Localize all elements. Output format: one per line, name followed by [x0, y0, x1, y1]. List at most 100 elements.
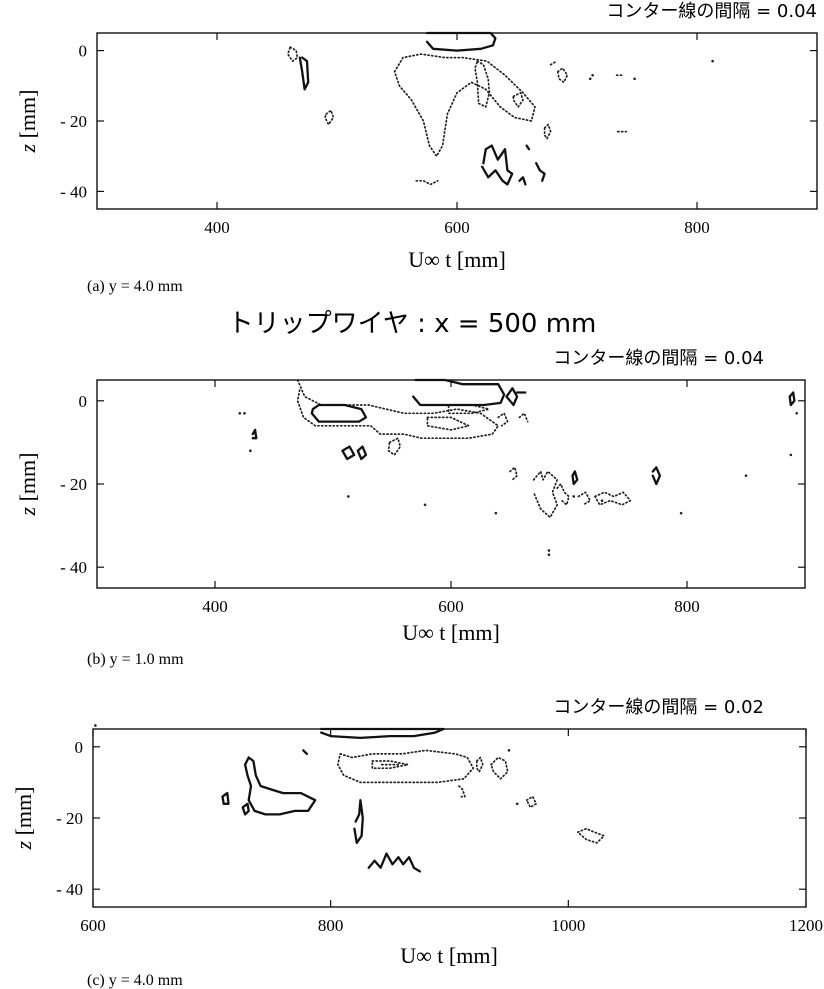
contour-positive	[535, 162, 546, 182]
y-tick-label: - 40	[60, 558, 87, 577]
plot-frame	[96, 32, 818, 210]
contour-positive	[302, 749, 309, 756]
panel-caption: (a) y = 4.0 mm	[87, 278, 183, 295]
contour-positive	[425, 31, 497, 52]
contour-negative	[371, 760, 409, 770]
contour-negative	[594, 491, 632, 506]
contour-negative	[324, 109, 335, 126]
contour-speck	[789, 453, 793, 457]
panel-a: コンター線の間隔 = 0.04 0 - 20 - 40 400 600 800 z [m…	[15, 1, 818, 295]
panel-b: コンター線の間隔 = 0.04 0 - 20 - 40 400 600 800 z [m…	[15, 348, 806, 668]
x-axis: 600 800 1000 1200	[80, 729, 823, 935]
y-axis-label-unit: [mm]	[11, 787, 36, 841]
contour-negative	[577, 491, 592, 506]
x-tick-label: 400	[204, 218, 230, 237]
panel-caption: (c) y = 4.0 mm	[87, 972, 183, 989]
x-axis-label: U∞ t [mm]	[402, 620, 500, 645]
y-axis: 0 - 20 - 40	[60, 42, 817, 201]
contour-positive	[356, 445, 368, 461]
contour-positive	[251, 428, 258, 440]
contour-speck	[243, 411, 246, 415]
y-axis-label-unit: [mm]	[15, 90, 40, 144]
contour-negative	[525, 795, 538, 809]
contour-negative	[556, 483, 570, 506]
contour-speck	[547, 549, 551, 552]
contour-positive	[353, 799, 364, 845]
contour-positive	[241, 802, 250, 816]
y-tick-label: - 20	[60, 475, 87, 494]
x-tick-label: 600	[80, 916, 106, 935]
y-tick-label: - 20	[60, 112, 87, 131]
x-axis-label: U∞ t [mm]	[400, 943, 498, 968]
contour-speck	[515, 802, 519, 806]
contour-negative	[543, 123, 552, 140]
x-tick-label: 400	[202, 597, 228, 616]
contour-speck	[347, 495, 350, 498]
contour-negative	[475, 756, 484, 773]
contour-interval-label: コンター線の間隔 = 0.04	[606, 1, 817, 22]
plot-frame	[96, 379, 806, 589]
y-tick-label: 0	[79, 392, 88, 411]
contour-positive	[481, 144, 514, 186]
contour-negative	[518, 412, 529, 423]
contour-speck	[423, 503, 427, 507]
contour-positive	[518, 176, 527, 186]
contour-speck	[494, 511, 498, 515]
contour-negative	[549, 60, 558, 66]
contour-positive	[341, 445, 356, 461]
contour-speck	[547, 553, 551, 557]
contour-negative	[474, 60, 491, 108]
plot-frame	[92, 728, 807, 908]
contour-speck	[249, 449, 252, 453]
panel-c: コンター線の間隔 = 0.02 0 - 20 - 40 600 800 1000 1200…	[11, 697, 823, 989]
panel-caption: (b) y = 1.0 mm	[87, 651, 184, 668]
y-axis-label: z [mm]	[15, 90, 40, 154]
contour-speck	[572, 495, 576, 498]
contour-positive	[243, 756, 317, 816]
contour-negative	[576, 827, 605, 844]
contour-speck	[588, 77, 592, 81]
contour-positive	[788, 391, 796, 407]
contour-positive	[651, 466, 662, 486]
x-tick-label: 1200	[789, 916, 823, 935]
x-tick-label: 800	[318, 916, 344, 935]
plot-area	[94, 724, 605, 873]
contour-negative	[415, 179, 439, 186]
y-tick-label: - 40	[56, 880, 83, 899]
contour-interval-label: コンター線の間隔 = 0.02	[553, 697, 764, 718]
x-tick-label: 600	[438, 597, 464, 616]
contour-positive	[412, 378, 506, 407]
y-axis-label: z [mm]	[15, 453, 40, 517]
contour-speck	[507, 749, 511, 752]
contour-speck	[633, 77, 636, 81]
plot-area	[238, 378, 799, 557]
contour-negative	[509, 466, 518, 481]
contour-negative	[426, 416, 470, 431]
contour-negative	[336, 749, 475, 784]
y-axis-label-var: z	[11, 840, 36, 850]
contour-positive	[310, 403, 368, 423]
contour-speck	[94, 724, 97, 727]
x-axis: 400 600 800	[202, 380, 700, 616]
y-axis-label: z [mm]	[11, 787, 36, 851]
x-tick-label: 1000	[551, 916, 585, 935]
plot-area	[286, 31, 714, 186]
y-axis: 0 - 20 - 40	[56, 738, 806, 899]
figure-title: トリップワイヤ : x = 500 mm	[228, 309, 597, 339]
x-axis-label: U∞ t [mm]	[408, 247, 506, 272]
contour-negative	[393, 53, 536, 158]
contour-negative	[387, 437, 402, 456]
contour-positive	[320, 727, 445, 740]
contour-negative	[497, 412, 509, 427]
contour-positive	[298, 56, 310, 91]
contour-negative	[556, 67, 569, 84]
y-axis-label-unit: [mm]	[15, 453, 40, 507]
y-axis: 0 - 20 - 40	[60, 392, 805, 577]
contour-speck	[591, 73, 594, 77]
y-axis-label-var: z	[15, 506, 40, 516]
y-tick-label: - 20	[56, 809, 83, 828]
contour-negative	[458, 785, 466, 798]
contour-negative	[286, 46, 299, 63]
contour-positive	[571, 470, 579, 486]
